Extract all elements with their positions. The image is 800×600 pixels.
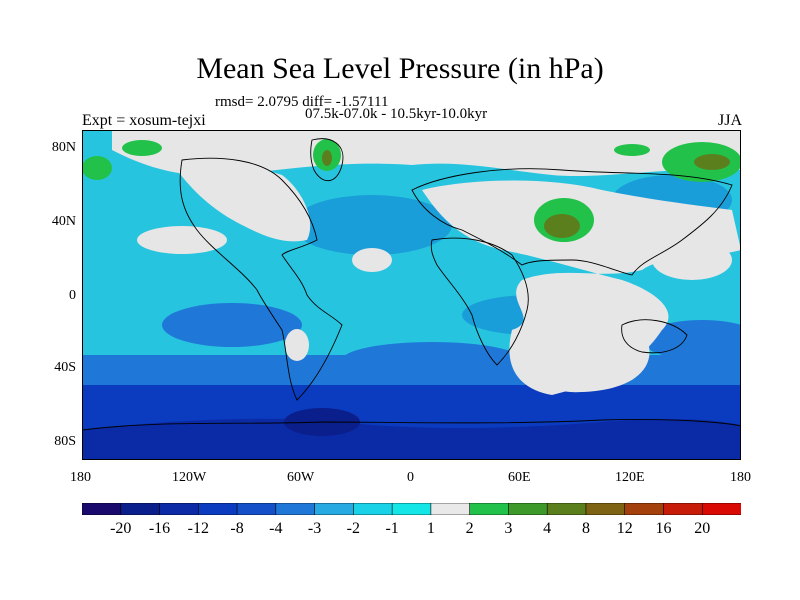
map-panel [81,130,762,460]
colorbar-swatch [508,503,548,515]
map-frame [82,130,741,460]
low-patch-pacific [162,303,302,347]
positive-arctic-mid [122,140,162,156]
colorbar-swatch [275,503,316,515]
x-tick-60w: 60W [287,470,315,485]
colorbar-swatch [120,503,161,515]
x-tick-0: 0 [407,470,414,485]
colorbar-swatch [82,503,122,515]
colorbar-label: 8 [581,520,590,537]
neutral-eurasia-africa [422,180,741,395]
neutral-atlantic [352,248,392,272]
neutral-north-america [177,164,311,242]
colorbar-label: -2 [346,520,361,537]
colorbar-swatch [314,503,355,515]
x-tick-180e: 180 [730,470,751,485]
colorbar [82,503,741,515]
positive-arctic-west [82,156,112,180]
season-label: JJA [717,112,742,129]
colorbar-labels: -20 -16 -12 -8 -4 -3 -2 -1 1 2 3 4 8 12 16 20 [82,520,741,540]
colorbar-swatch [197,503,238,515]
colorbar-swatch [546,503,587,515]
colorbar-swatch [159,503,200,515]
colorbar-swatch [236,503,277,515]
neutral-pacific-high [137,226,227,254]
experiment-label: Expt = xosum-tejxi [82,112,206,129]
period-line: 07.5k-07.0k - 10.5kyr-10.0kyr [305,106,488,122]
x-tick-120e: 120E [615,470,645,485]
colorbar-label: 3 [504,520,513,537]
stats-line: rmsd= 2.0795 diff= -1.57111 [215,94,389,110]
y-tick-80n: 80N [51,140,76,155]
coastlines [81,138,742,431]
colorbar-swatch [585,503,626,515]
positive-siberia-core [694,154,730,170]
colorbar-label: -3 [307,520,322,537]
low-patch-atlantic-south [342,342,522,378]
colorbar-label: 1 [426,520,435,537]
colorbar-swatch [663,503,704,515]
neutral-arctic [112,130,741,177]
colorbar-label: -1 [385,520,399,537]
colorbar-label: 4 [543,520,552,537]
colorbar-label: -4 [269,520,283,537]
colorbar-label: -20 [110,520,132,537]
low-patch-north-atlantic [292,195,452,255]
y-tick-80s: 80S [54,434,76,449]
colorbar-label: 16 [655,520,672,537]
colorbar-swatch [391,503,432,515]
positive-greenland-core [322,150,332,166]
colorbar-swatch [701,503,741,515]
positive-tibet-core [544,214,580,238]
neutral-asia-east [652,240,732,280]
colorbar-label: -8 [230,520,244,537]
colorbar-label: 12 [616,520,633,537]
band-antarctic-deep [82,418,741,460]
neutral-south-america [285,329,309,361]
neutral-africa-south [512,325,650,393]
pressure-map [81,130,762,460]
x-tick-120w: 120W [172,470,207,485]
map-title: Mean Sea Level Pressure (in hPa) [196,52,604,85]
y-tick-40n: 40N [51,214,76,229]
colorbar-swatch [430,503,471,515]
y-tick-40s: 40S [54,360,76,375]
colorbar-swatch [624,503,665,515]
colorbar-swatch [469,503,510,515]
colorbar-label: 2 [465,520,474,537]
x-tick-180w: 180 [70,470,91,485]
colorbar-label: -16 [148,520,171,537]
colorbar-label: -12 [187,520,209,537]
colorbar-label: 20 [694,520,711,537]
y-tick-0: 0 [69,288,76,303]
colorbar-swatch [353,503,393,515]
x-tick-60e: 60E [508,470,531,485]
positive-arctic-east [614,144,650,156]
